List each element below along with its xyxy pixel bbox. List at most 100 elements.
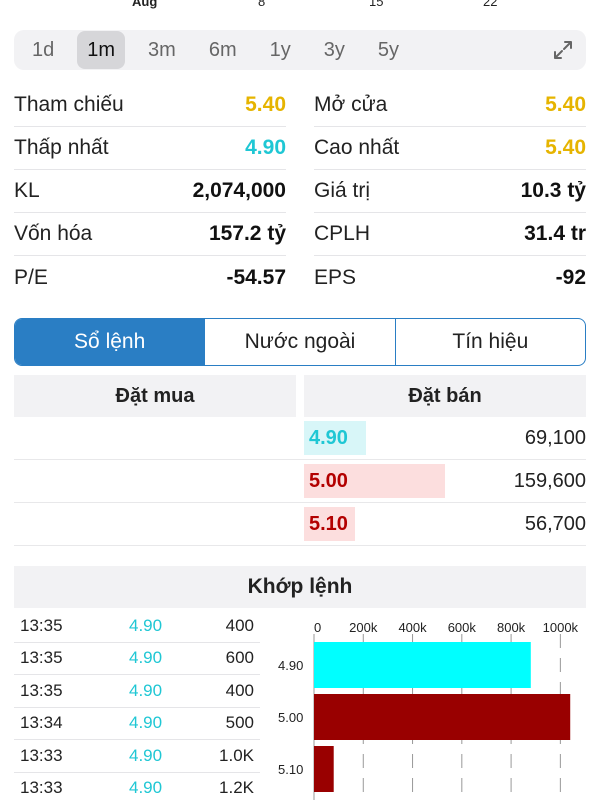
match-price: 4.90 [129, 713, 163, 733]
stat-row: Tham chiếu 5.40 Mở cửa 5.40 [14, 84, 586, 127]
order-book-row: 5.10 56,700 [14, 503, 586, 546]
stat-cell: Thấp nhất 4.90 [14, 127, 286, 170]
range-5y[interactable]: 5y [377, 38, 400, 61]
matched-orders-list: 13:35 4.90 400 13:35 4.90 600 13:35 4.90… [14, 610, 260, 800]
order-book-row: 5.00 159,600 [14, 460, 586, 503]
stat-label: Vốn hóa [14, 222, 93, 245]
stat-label: Thấp nhất [14, 136, 109, 159]
range-1m[interactable]: 1m [77, 31, 126, 69]
stat-label: CPLH [314, 222, 371, 245]
bid-cell [14, 460, 304, 502]
stat-label: Giá trị [314, 179, 371, 202]
stat-value: 10.3 tỷ [520, 179, 586, 202]
matched-orders-title: Khớp lệnh [14, 566, 586, 608]
stat-row: P/E -54.57 EPS -92 [14, 256, 586, 299]
stat-label: P/E [14, 265, 48, 289]
chart-x-tick-label: 0 [314, 620, 321, 635]
stat-value: 5.40 [245, 93, 286, 116]
stat-cell: KL 2,074,000 [14, 170, 286, 213]
bid-cell [14, 417, 304, 459]
chart-bar [314, 642, 531, 688]
chart-x-tick-label: 600k [448, 620, 477, 635]
range-1d[interactable]: 1d [32, 38, 55, 61]
stat-cell: EPS -92 [314, 256, 586, 299]
list-item: 13:34 4.90 500 [14, 708, 260, 740]
match-volume: 400 [225, 615, 254, 635]
date-tick: 22 [483, 0, 498, 9]
ask-volume-bar [304, 421, 367, 455]
match-volume: 1.0K [219, 745, 254, 765]
date-axis: Aug 8 15 22 [0, 0, 600, 12]
stat-cell: Tham chiếu 5.40 [14, 84, 286, 127]
stat-value: 5.40 [545, 136, 586, 159]
stat-label: EPS [314, 265, 357, 289]
stat-row: Vốn hóa 157.2 tỷ CPLH 31.4 tr [14, 213, 586, 256]
match-price: 4.90 [129, 778, 163, 798]
stat-cell: Vốn hóa 157.2 tỷ [14, 213, 286, 256]
range-1y[interactable]: 1y [269, 38, 291, 61]
stat-cell: Giá trị 10.3 tỷ [314, 170, 586, 213]
chart-x-tick-label: 400k [398, 620, 427, 635]
date-tick-month: Aug [132, 0, 158, 9]
match-volume: 600 [225, 648, 254, 668]
stat-value: 157.2 tỷ [208, 222, 286, 245]
stat-label: Mở cửa [314, 93, 388, 116]
match-time: 13:33 [20, 778, 63, 798]
date-tick: 15 [369, 0, 384, 9]
stat-label: Tham chiếu [14, 93, 124, 116]
stat-row: KL 2,074,000 Giá trị 10.3 tỷ [14, 170, 586, 213]
chart-x-tick-label: 800k [497, 620, 526, 635]
ask-price: 5.00 [309, 469, 348, 492]
match-time: 13:34 [20, 713, 63, 733]
chart-x-tick-label: 200k [349, 620, 378, 635]
chart-y-tick-label: 4.90 [278, 658, 303, 673]
range-3y[interactable]: 3y [323, 38, 345, 61]
stat-cell: Mở cửa 5.40 [314, 84, 586, 127]
stat-value: 2,074,000 [192, 179, 286, 202]
stat-cell: P/E -54.57 [14, 256, 286, 299]
stat-value: 31.4 tr [524, 222, 586, 245]
match-time: 13:35 [20, 615, 63, 635]
tab-order-book[interactable]: Sổ lệnh [15, 319, 205, 365]
volume-by-price-chart: 0 200k 400k 600k 800k 1000k 4.90 5.00 5.10 [278, 620, 579, 800]
stat-label: Cao nhất [314, 136, 400, 159]
match-time: 13:35 [20, 648, 63, 668]
ask-price: 4.90 [309, 426, 348, 449]
match-time: 13:33 [20, 745, 63, 765]
ask-cell: 4.90 69,100 [304, 417, 586, 459]
tab-signals[interactable]: Tín hiệu [394, 319, 585, 365]
bid-cell [14, 503, 304, 545]
tab-foreign[interactable]: Nước ngoài [204, 319, 394, 365]
order-book-row: 4.90 69,100 [14, 417, 586, 460]
chart-y-tick-label: 5.10 [278, 762, 303, 777]
chart-x-tick-label: 1000k [543, 620, 579, 635]
match-time: 13:35 [20, 680, 63, 700]
chart-bar [314, 746, 334, 792]
match-price: 4.90 [129, 648, 163, 668]
stat-value: -92 [555, 265, 586, 289]
range-selector: 1d 1m 3m 6m 1y 3y 5y [14, 30, 586, 70]
expand-icon[interactable] [552, 39, 574, 61]
ask-volume: 159,600 [513, 469, 586, 492]
range-3m[interactable]: 3m [148, 38, 176, 61]
buy-header: Đặt mua [14, 375, 296, 417]
match-volume: 1.2K [219, 778, 254, 798]
list-item: 13:35 4.90 400 [14, 675, 260, 708]
ask-volume: 56,700 [524, 512, 586, 535]
chart-bar [314, 694, 571, 740]
list-item: 13:33 4.90 1.2K [14, 773, 260, 800]
match-price: 4.90 [129, 745, 163, 765]
stat-cell: Cao nhất 5.40 [314, 127, 586, 170]
order-book-header: Đặt mua Đặt bán [14, 375, 586, 417]
list-item: 13:35 4.90 400 [14, 610, 260, 643]
stat-row: Thấp nhất 4.90 Cao nhất 5.40 [14, 127, 586, 170]
match-price: 4.90 [129, 680, 163, 700]
segment-tabs: Sổ lệnh Nước ngoài Tín hiệu [14, 318, 586, 366]
stat-value: 4.90 [245, 136, 286, 159]
ask-cell: 5.00 159,600 [304, 460, 586, 502]
stats-grid: Tham chiếu 5.40 Mở cửa 5.40 Thấp nhất 4.… [14, 84, 586, 299]
ask-volume: 69,100 [524, 426, 586, 449]
range-6m[interactable]: 6m [208, 38, 237, 61]
ask-cell: 5.10 56,700 [304, 503, 586, 545]
list-item: 13:35 4.90 600 [14, 643, 260, 675]
